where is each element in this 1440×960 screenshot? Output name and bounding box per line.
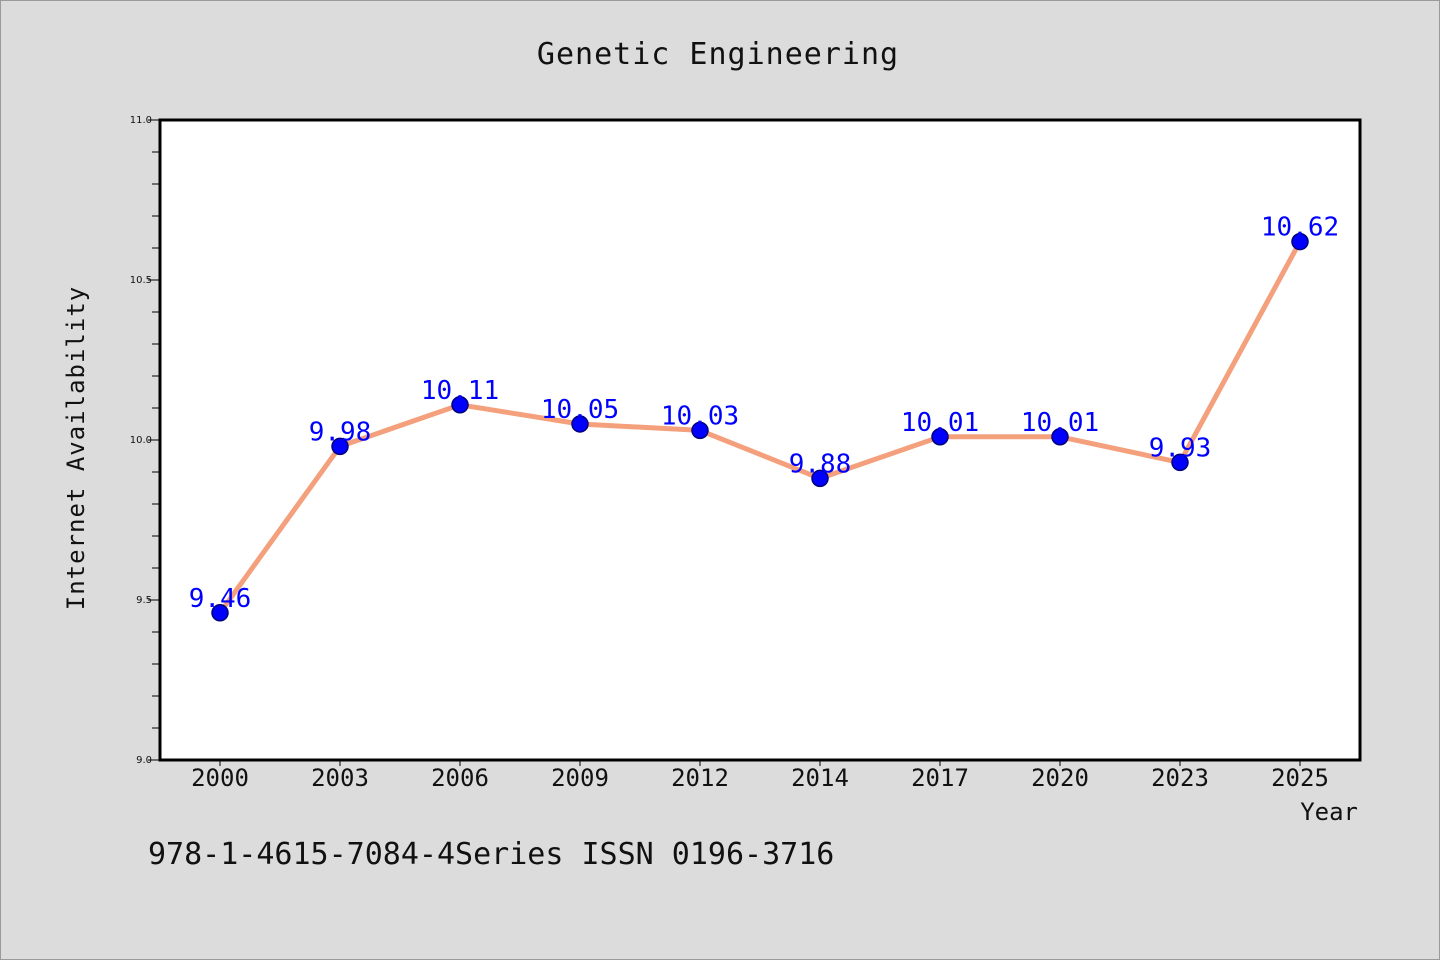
x-tick-label: 2000 [191, 764, 249, 792]
data-point [1291, 232, 1309, 251]
plot-border [158, 118, 1362, 762]
data-label: 10.01 [1021, 408, 1099, 438]
footer-isbn-text: 978-1-4615-7084-4Series ISSN 0196-3716 [148, 837, 834, 872]
x-tick-label: 2017 [911, 764, 969, 792]
data-label: 10.05 [541, 395, 619, 425]
x-tick-label: 2014 [791, 764, 849, 792]
y-tick-label: 10.5 [130, 275, 152, 286]
data-point [691, 421, 709, 440]
data-label: 9.93 [1149, 433, 1212, 463]
data-point [1051, 428, 1069, 446]
data-label: 9.98 [309, 417, 372, 447]
data-label: 10.01 [901, 408, 979, 438]
x-tick-label: 2006 [431, 764, 489, 792]
data-point [811, 469, 829, 488]
y-axis-label: Internet Availability [62, 286, 90, 610]
series-line [217, 240, 1303, 615]
data-point [331, 437, 349, 456]
data-point [1171, 453, 1189, 472]
y-tick-label: 9.0 [136, 755, 152, 766]
data-label: 10.62 [1261, 213, 1339, 243]
data-label: 10.03 [661, 401, 739, 431]
x-axis: 2000 2003 2006 2009 2012 2014 2017 2020 2023 2025 [191, 760, 1329, 792]
y-tick-label: 11.0 [130, 115, 152, 126]
y-tick-label: 9.5 [136, 595, 152, 606]
data-point [571, 415, 589, 433]
chart-title: Genetic Engineering [537, 37, 899, 72]
series-revenue [211, 232, 1309, 622]
data-label: 10.11 [421, 376, 499, 406]
y-axis: 9.0 9.5 10.0 10.5 11.0 [130, 115, 160, 766]
x-tick-label: 2020 [1031, 764, 1089, 792]
data-point [211, 604, 229, 622]
x-tick-label: 2003 [311, 764, 369, 792]
x-tick-label: 2012 [671, 764, 729, 792]
x-tick-label: 2023 [1151, 764, 1209, 792]
data-label: 9.88 [789, 449, 852, 479]
x-axis-label: Year [1300, 798, 1358, 826]
x-tick-label: 2025 [1271, 764, 1329, 792]
data-labels: 9.46 9.98 10.11 10.05 10.03 9.88 10.01 10.01 9.9… [189, 213, 1339, 614]
x-tick-label: 2009 [551, 764, 609, 792]
y-tick-label: 10.0 [130, 435, 152, 446]
data-point [931, 428, 949, 446]
data-point [451, 396, 469, 414]
data-label: 9.46 [189, 584, 252, 614]
